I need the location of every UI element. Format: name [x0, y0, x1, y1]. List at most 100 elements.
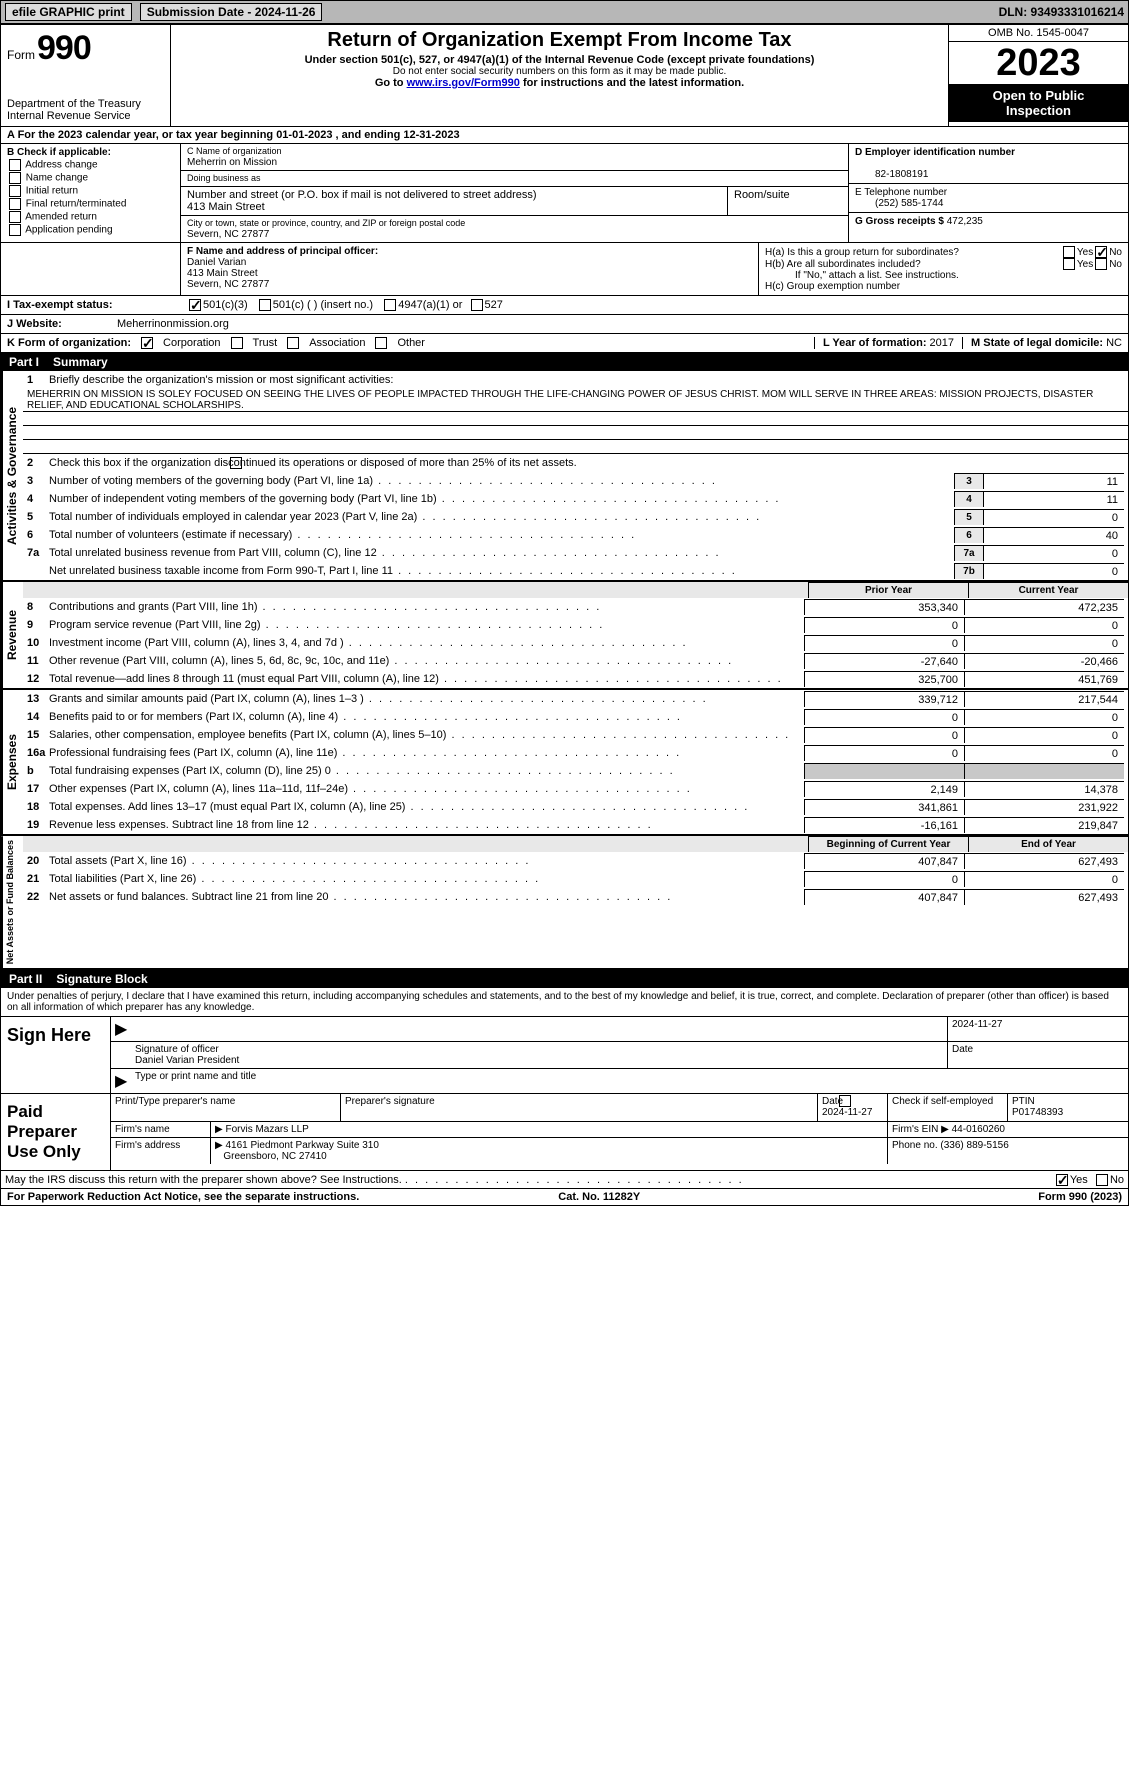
open-public-2: Inspection — [1006, 103, 1071, 118]
cb-addr-change[interactable]: Address change — [7, 159, 174, 171]
vert-rev: Revenue — [1, 582, 23, 688]
irs-link[interactable]: www.irs.gov/Form990 — [407, 77, 520, 89]
hb-note: If "No," attach a list. See instructions… — [765, 270, 1122, 281]
vert-exp: Expenses — [1, 690, 23, 834]
cb-other[interactable] — [375, 337, 387, 349]
form-org-lbl: K Form of organization: — [7, 337, 131, 349]
discuss-yes[interactable] — [1056, 1174, 1068, 1186]
check-self-lbl: Check if self-employed — [892, 1096, 993, 1107]
gov-line: 7aTotal unrelated business revenue from … — [23, 544, 1128, 562]
cb-assoc[interactable] — [287, 337, 299, 349]
form-subtitle: Under section 501(c), 527, or 4947(a)(1)… — [177, 54, 942, 66]
cb-amended[interactable]: Amended return — [7, 211, 174, 223]
row-a-tax-year: A For the 2023 calendar year, or tax yea… — [1, 127, 1128, 144]
gov-line: 4Number of independent voting members of… — [23, 490, 1128, 508]
firm-ein-val: 44-0160260 — [952, 1124, 1005, 1135]
submission-date-button[interactable]: Submission Date - 2024-11-26 — [140, 3, 323, 21]
hb-no[interactable] — [1095, 258, 1107, 270]
data-line: 18Total expenses. Add lines 13–17 (must … — [23, 798, 1128, 816]
cb-527[interactable] — [471, 299, 483, 311]
phone-val: (336) 889-5156 — [940, 1140, 1008, 1151]
officer-addr1: 413 Main Street — [187, 268, 258, 279]
website-val: Meherrinonmission.org — [117, 318, 229, 330]
firm-addr2: Greensboro, NC 27410 — [223, 1151, 326, 1162]
tel-val: (252) 585-1744 — [855, 198, 943, 209]
vert-gov: Activities & Governance — [1, 371, 23, 580]
row-k: K Form of organization: Corporation Trus… — [1, 334, 1128, 353]
cb-name-change[interactable]: Name change — [7, 172, 174, 184]
officer-name: Daniel Varian — [187, 257, 246, 268]
prep-name-lbl: Print/Type preparer's name — [111, 1094, 341, 1121]
cb-trust[interactable] — [231, 337, 243, 349]
type-lbl: Type or print name and title — [131, 1069, 1128, 1093]
cb-initial[interactable]: Initial return — [7, 185, 174, 197]
dept-treasury: Department of the Treasury — [7, 98, 164, 110]
data-line: 13Grants and similar amounts paid (Part … — [23, 690, 1128, 708]
sec-expenses: Expenses 13Grants and similar amounts pa… — [1, 690, 1128, 836]
hb-yes[interactable] — [1063, 258, 1075, 270]
part2-title: Signature Block — [56, 972, 147, 986]
l1-text: Briefly describe the organization's miss… — [49, 374, 1124, 386]
city-lbl: City or town, state or province, country… — [187, 218, 465, 228]
data-line: 17Other expenses (Part IX, column (A), l… — [23, 780, 1128, 798]
cb-discontinued[interactable] — [230, 457, 242, 469]
header-grid: B Check if applicable: Address change Na… — [1, 144, 1128, 243]
year-form-val: 2017 — [930, 337, 954, 349]
discuss-text: May the IRS discuss this return with the… — [5, 1174, 402, 1186]
dln-text: DLN: 93493331016214 — [999, 5, 1124, 19]
mission-text: MEHERRIN ON MISSION IS SOLEY FOCUSED ON … — [23, 389, 1128, 412]
open-public-1: Open to Public — [993, 88, 1085, 103]
org-name-lbl: C Name of organization — [187, 146, 282, 156]
sign-here-block: Sign Here ▶ 2024-11-27 Signature of offi… — [1, 1017, 1128, 1094]
ssn-note: Do not enter social security numbers on … — [177, 66, 942, 77]
sig-name: Daniel Varian President — [135, 1055, 239, 1066]
city-val: Severn, NC 27877 — [187, 229, 269, 240]
sec-revenue: Revenue Prior Year Current Year 8Contrib… — [1, 582, 1128, 690]
tax-status-lbl: I Tax-exempt status: — [7, 299, 187, 311]
tel-lbl: E Telephone number — [855, 187, 947, 198]
part1-num: Part I — [9, 355, 39, 369]
cat-no: Cat. No. 11282Y — [558, 1191, 640, 1203]
firm-ein-lbl: Firm's EIN — [892, 1124, 938, 1135]
cb-pending[interactable]: Application pending — [7, 224, 174, 236]
efile-print-button[interactable]: efile GRAPHIC print — [5, 3, 132, 21]
data-line: 11Other revenue (Part VIII, column (A), … — [23, 652, 1128, 670]
ein-val: 82-1808191 — [855, 169, 928, 180]
part2-header: Part II Signature Block — [1, 970, 1128, 988]
data-line: 20Total assets (Part X, line 16)407,8476… — [23, 852, 1128, 870]
officer-lbl: F Name and address of principal officer: — [187, 246, 378, 257]
domicile-lbl: M State of legal domicile: — [971, 337, 1106, 349]
form-container: Form 990 Department of the Treasury Inte… — [0, 24, 1129, 1206]
officer-addr2: Severn, NC 27877 — [187, 279, 269, 290]
row-i: I Tax-exempt status: 501(c)(3) 501(c) ( … — [1, 296, 1128, 315]
data-line: 14Benefits paid to or for members (Part … — [23, 708, 1128, 726]
paid-prep-lbl: Paid Preparer Use Only — [1, 1094, 111, 1170]
domicile-val: NC — [1106, 337, 1122, 349]
cb-final[interactable]: Final return/terminated — [7, 198, 174, 210]
efile-header: efile GRAPHIC print Submission Date - 20… — [0, 0, 1129, 24]
data-line: 22Net assets or fund balances. Subtract … — [23, 888, 1128, 906]
l2-text: Check this box if the organization disco… — [49, 457, 577, 469]
arrow-icon-2: ▶ — [111, 1069, 131, 1093]
room-lbl: Room/suite — [734, 189, 790, 201]
cb-501c[interactable] — [259, 299, 271, 311]
boy-hdr: Beginning of Current Year — [808, 836, 968, 852]
cb-501c3[interactable] — [189, 299, 201, 311]
data-line: 16aProfessional fundraising fees (Part I… — [23, 744, 1128, 762]
ha-no[interactable] — [1095, 246, 1107, 258]
title-row: Form 990 Department of the Treasury Inte… — [1, 25, 1128, 127]
gov-line: 3Number of voting members of the governi… — [23, 472, 1128, 490]
phone-lbl: Phone no. — [892, 1140, 938, 1151]
hc-lbl: H(c) Group exemption number — [765, 281, 1122, 292]
paperwork-notice: For Paperwork Reduction Act Notice, see … — [7, 1191, 359, 1203]
cb-corp[interactable] — [141, 337, 153, 349]
col-c: C Name of organization Meherrin on Missi… — [181, 144, 848, 242]
ha-yes[interactable] — [1063, 246, 1075, 258]
discuss-no[interactable] — [1096, 1174, 1108, 1186]
gov-line: 5Total number of individuals employed in… — [23, 508, 1128, 526]
prep-date: 2024-11-27 — [822, 1107, 872, 1118]
cb-4947[interactable] — [384, 299, 396, 311]
cb-self-emp[interactable] — [839, 1095, 851, 1107]
net-col-hdr: Beginning of Current Year End of Year — [23, 836, 1128, 852]
row-j: J Website: Meherrinonmission.org — [1, 315, 1128, 334]
